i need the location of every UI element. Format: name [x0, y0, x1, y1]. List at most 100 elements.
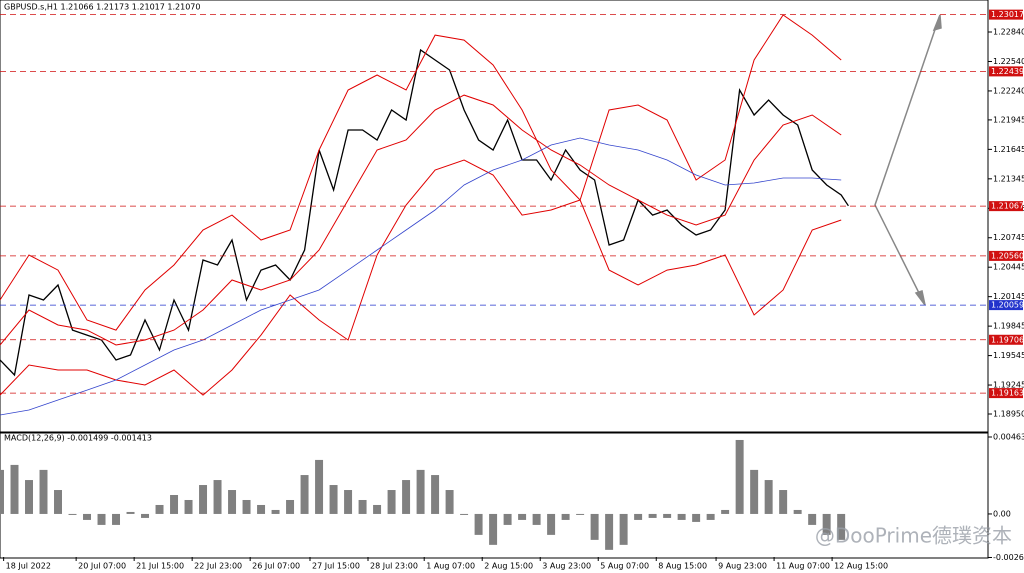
arrow-head [932, 14, 942, 32]
macd-bar [677, 513, 686, 520]
series-line [0, 137, 842, 416]
y-tick-label: 0.00 [993, 509, 1011, 518]
level-label: 1.19163 [991, 389, 1024, 398]
macd-bar [25, 480, 33, 514]
macd-bar [68, 513, 77, 515]
x-tick-label: 3 Aug 23:00 [542, 562, 591, 571]
series-line [0, 94, 842, 346]
macd-bar [489, 513, 498, 545]
macd-bar [431, 475, 440, 514]
macd-bar [329, 485, 338, 514]
x-tick-label: 26 Jul 07:00 [252, 562, 300, 571]
macd-bar [199, 485, 208, 514]
x-tick-label: 9 Aug 23:00 [718, 562, 767, 571]
macd-bar [39, 469, 48, 514]
level-label: 1.20560 [991, 251, 1024, 260]
level-label-box [989, 300, 1023, 311]
x-tick-label: 8 Aug 15:00 [658, 562, 707, 571]
y-tick-label: 0.00463 [993, 432, 1024, 441]
macd-bar [97, 513, 106, 525]
macd-bar [518, 513, 527, 520]
level-label-box [989, 388, 1023, 399]
macd-bar [358, 499, 367, 514]
macd-bar [112, 513, 121, 525]
macd-bar [822, 513, 831, 535]
y-tick-label: 1.19545 [993, 351, 1024, 360]
level-label-box [989, 250, 1023, 261]
macd-bar [547, 513, 556, 535]
macd-bar [735, 439, 744, 514]
x-tick-label: 21 Jul 15:00 [136, 562, 184, 571]
y-tick-label: 1.20745 [993, 233, 1024, 242]
y-tick-label: 1.22240 [993, 86, 1024, 95]
x-tick-label: 20 Jul 07:00 [78, 562, 126, 571]
macd-bar [344, 490, 353, 514]
macd-bar [445, 490, 454, 514]
x-tick-label: 11 Aug 07:00 [776, 562, 830, 571]
macd-bar [213, 480, 222, 514]
macd-bar [648, 513, 657, 518]
macd-bar [126, 511, 135, 514]
y-tick-label: 1.19245 [993, 381, 1024, 390]
x-tick-label: 27 Jul 15:00 [312, 562, 360, 571]
macd-bar [242, 499, 251, 514]
macd-bar [808, 513, 817, 525]
macd-bar [170, 495, 179, 514]
level-label: 1.23017 [991, 10, 1024, 19]
macd-bar [721, 509, 730, 514]
macd-bar [634, 513, 643, 520]
macd-bar [590, 513, 599, 540]
level-label-box [989, 201, 1023, 212]
y-tick-label: 1.21345 [993, 174, 1024, 183]
projection-path [874, 14, 941, 306]
macd-bar [576, 513, 585, 515]
macd-bar [837, 513, 846, 540]
x-tick-label: 2 Aug 15:00 [484, 562, 533, 571]
macd-bar [373, 504, 382, 514]
macd-bar [692, 513, 701, 522]
macd-bar [228, 490, 237, 514]
y-tick-label: 1.21945 [993, 115, 1024, 124]
chart-title: GBPUSD.s,H1 1.21066 1.21173 1.21017 1.21… [4, 3, 200, 12]
price-panel [0, 0, 989, 433]
y-tick-label: 1.22840 [993, 28, 1024, 37]
macd-bar [750, 469, 759, 514]
x-tick-label: 5 Aug 07:00 [600, 562, 649, 571]
macd-bar [503, 513, 512, 525]
macd-bar [474, 513, 483, 535]
level-label: 1.22439 [991, 67, 1024, 76]
macd-bar [141, 513, 150, 518]
macd-bar [663, 513, 672, 518]
macd-bar [706, 513, 715, 520]
y-tick-label: -0.002619 [993, 553, 1024, 562]
x-tick-label: 22 Jul 23:00 [194, 562, 242, 571]
macd-bar [532, 513, 541, 525]
macd-bar [257, 504, 266, 514]
y-tick-label: 1.18950 [993, 410, 1024, 419]
y-tick-label: 1.19845 [993, 322, 1024, 331]
arrow-head [914, 290, 926, 306]
level-label-box [989, 9, 1023, 20]
y-tick-label: 1.22540 [993, 57, 1024, 66]
macd-bar [286, 499, 295, 514]
macd-bar [300, 475, 309, 514]
series-line [0, 159, 842, 396]
macd-bar [416, 469, 425, 514]
x-tick-label: 12 Aug 15:00 [834, 562, 888, 571]
macd-bar [460, 513, 469, 515]
macd-bar [184, 499, 193, 514]
level-label: 1.19706 [991, 335, 1024, 344]
macd-bar [619, 513, 628, 545]
macd-bar [793, 509, 802, 514]
macd-bar [83, 513, 92, 520]
watermark: @DooPrime德璞资本 [815, 524, 1012, 548]
macd-bar [764, 480, 773, 514]
macd-bar [315, 459, 324, 514]
macd-bar [10, 464, 19, 514]
level-label-box [989, 334, 1023, 345]
x-tick-label: 28 Jul 23:00 [370, 562, 418, 571]
macd-bar [561, 513, 570, 520]
x-tick-label: 1 Aug 07:00 [426, 562, 475, 571]
y-tick-label: 1.21645 [993, 145, 1024, 154]
